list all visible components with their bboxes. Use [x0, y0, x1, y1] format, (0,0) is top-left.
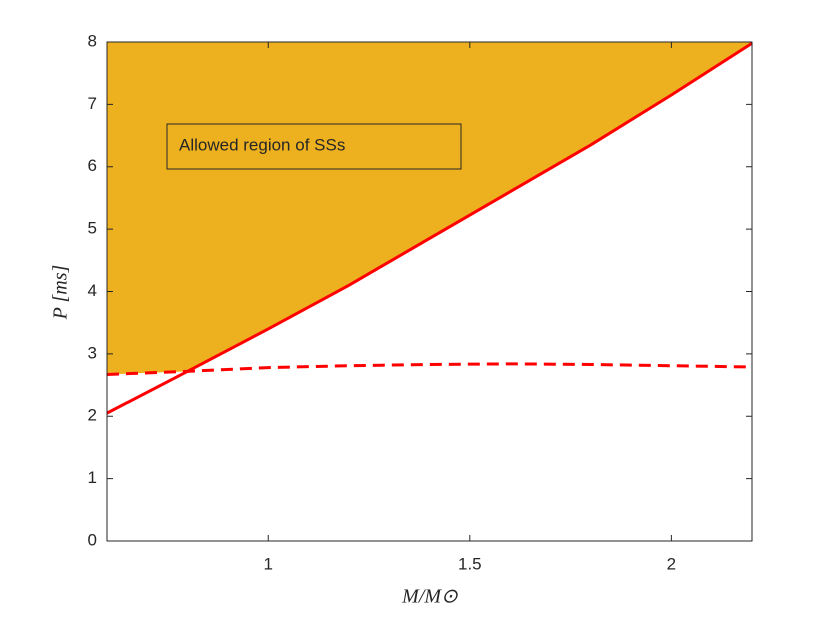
allowed-region	[107, 42, 752, 375]
y-tick-label: 3	[88, 343, 97, 362]
y-tick-label: 7	[88, 94, 97, 113]
x-tick-label: 1.5	[458, 554, 482, 573]
annotation: Allowed region of SSs	[179, 135, 345, 154]
annotation-box	[166, 123, 462, 170]
y-tick-label: 2	[88, 406, 97, 425]
y-axis-label: P [ms]	[50, 265, 72, 321]
x-axis-label: M/M⊙	[401, 586, 458, 608]
plot-area	[107, 42, 752, 375]
x-tick-label: 1	[264, 554, 273, 573]
y-tick-label: 4	[88, 281, 97, 300]
y-tick-label: 8	[88, 31, 97, 50]
y-tick-label: 5	[88, 219, 97, 238]
y-tick-label: 6	[88, 156, 97, 175]
y-tick-label: 0	[88, 530, 97, 549]
series-line	[106, 41, 753, 415]
x-tick-label: 2	[667, 554, 676, 573]
series-line	[106, 362, 753, 376]
y-tick-label: 1	[88, 468, 97, 487]
